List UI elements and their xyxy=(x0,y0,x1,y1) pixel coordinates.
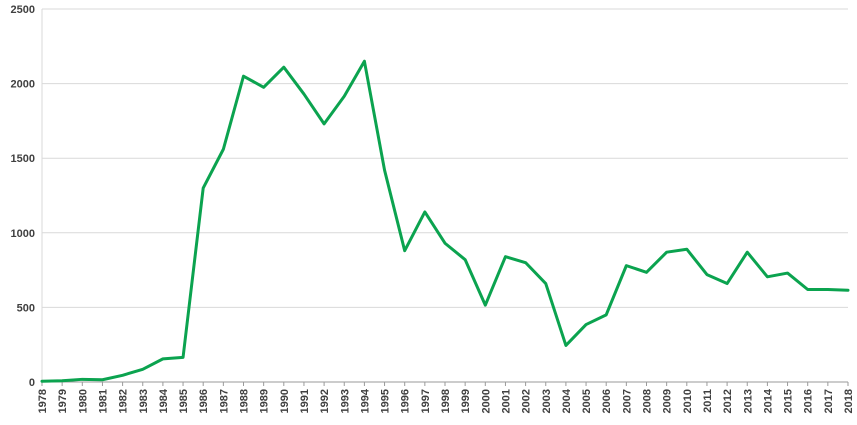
x-axis-label: 2016 xyxy=(803,389,815,413)
x-axis-label: 2018 xyxy=(843,389,855,413)
x-axis-label: 2007 xyxy=(621,389,633,413)
y-axis-label: 0 xyxy=(29,377,35,389)
x-axis-label: 1999 xyxy=(460,389,472,413)
x-axis-label: 2017 xyxy=(823,389,835,413)
y-axis-label: 1500 xyxy=(11,153,35,165)
x-axis-label: 1987 xyxy=(218,389,230,413)
x-axis-label: 1991 xyxy=(299,389,311,413)
x-axis-label: 1993 xyxy=(339,389,351,413)
x-axis-label: 2011 xyxy=(702,389,714,413)
x-axis-label: 1996 xyxy=(400,389,412,413)
x-axis-label: 1988 xyxy=(239,389,251,413)
x-axis-label: 1998 xyxy=(440,389,452,413)
x-axis-label: 1983 xyxy=(138,389,150,413)
x-axis-label: 2005 xyxy=(581,389,593,413)
y-axis-label: 500 xyxy=(17,302,35,314)
x-axis-label: 2003 xyxy=(541,389,553,413)
x-axis-label: 1980 xyxy=(77,389,89,413)
x-axis-label: 1978 xyxy=(37,389,49,413)
x-axis-label: 1995 xyxy=(380,389,392,413)
x-axis-label: 2000 xyxy=(480,389,492,413)
x-axis-label: 1989 xyxy=(259,389,271,413)
x-axis-label: 2009 xyxy=(662,389,674,413)
x-axis-label: 2010 xyxy=(682,389,694,413)
x-axis-label: 1992 xyxy=(319,389,331,413)
x-axis-label: 2006 xyxy=(601,389,613,413)
x-axis-label: 2002 xyxy=(521,389,533,413)
y-axis-label: 1000 xyxy=(11,228,35,240)
x-axis-label: 1979 xyxy=(57,389,69,413)
x-axis-label: 1985 xyxy=(178,389,190,413)
x-axis-label: 1981 xyxy=(97,389,109,413)
x-axis-label: 1997 xyxy=(420,389,432,413)
x-axis-label: 2004 xyxy=(561,388,573,413)
x-axis-label: 2014 xyxy=(762,388,774,413)
x-axis-label: 1986 xyxy=(198,389,210,413)
x-axis-label: 2015 xyxy=(783,389,795,413)
x-axis-label: 2012 xyxy=(722,389,734,413)
x-axis-label: 1990 xyxy=(279,389,291,413)
x-axis-label: 2001 xyxy=(500,389,512,413)
x-axis-label: 2008 xyxy=(642,389,654,413)
x-axis-label: 1984 xyxy=(158,388,170,413)
x-axis-label: 1994 xyxy=(359,388,371,413)
y-axis-label: 2500 xyxy=(11,4,35,16)
data-series-line xyxy=(40,59,850,383)
x-axis-label: 1982 xyxy=(118,389,130,413)
x-axis-label: 2013 xyxy=(742,389,754,413)
y-axis-label: 2000 xyxy=(11,79,35,91)
